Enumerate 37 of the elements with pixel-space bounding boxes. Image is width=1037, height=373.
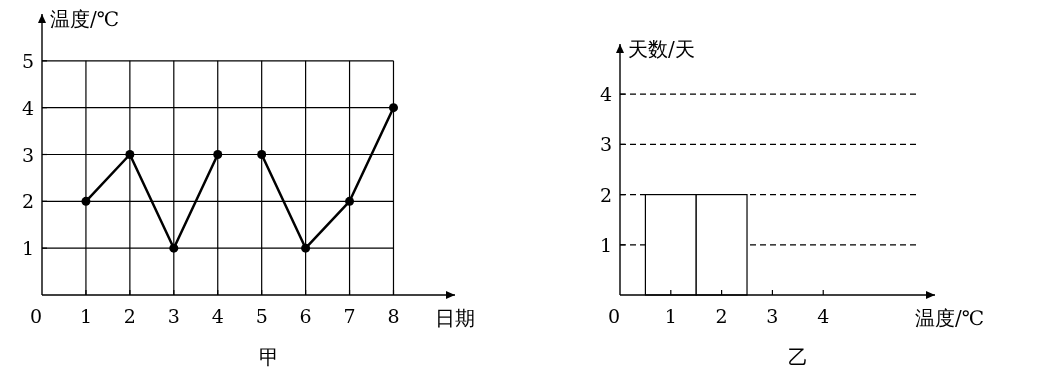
point [81,196,91,206]
text: 甲 [258,345,279,369]
point [213,150,223,159]
y-tick-label: 1 [599,233,612,256]
point [301,243,311,253]
point [257,150,267,159]
y-tick-label: 2 [599,183,612,206]
y-tick-label: 2 [21,190,34,213]
x-tick-label: 1 [664,305,677,327]
point [345,196,355,206]
x-tick-label: 8 [387,305,400,327]
x-tick-label: 4 [211,305,224,327]
x-tick-label: 3 [167,305,180,327]
y-tick-label: 3 [599,133,612,156]
x-tick-label: 7 [343,305,356,327]
x-axis-title: 温度/℃ [915,306,985,330]
y-tick-label: 3 [21,143,34,166]
y-tick-label: 4 [599,83,612,106]
point [125,150,135,159]
x-tick-label: 2 [715,305,728,327]
y-tick-label: 1 [21,237,34,260]
x-tick-label: 4 [817,305,830,327]
x-tick-label: 5 [255,305,268,327]
y-axis-title: 温度/℃ [50,7,120,31]
x-tick-label: 2 [123,305,136,327]
point [388,103,398,113]
y-tick-label: 4 [21,96,34,119]
x-tick-label: 6 [299,305,312,327]
x-tick-label: 1 [79,305,92,327]
x-tick-label: 0 [29,305,43,327]
y-tick-label: 5 [21,49,34,72]
text: 乙 [787,345,808,369]
point [169,243,179,253]
y-axis-title: 天数/天 [628,37,695,61]
x-tick-label: 3 [766,305,779,327]
x-tick-label: 0 [607,305,621,327]
x-axis-title: 日期 [435,306,475,330]
